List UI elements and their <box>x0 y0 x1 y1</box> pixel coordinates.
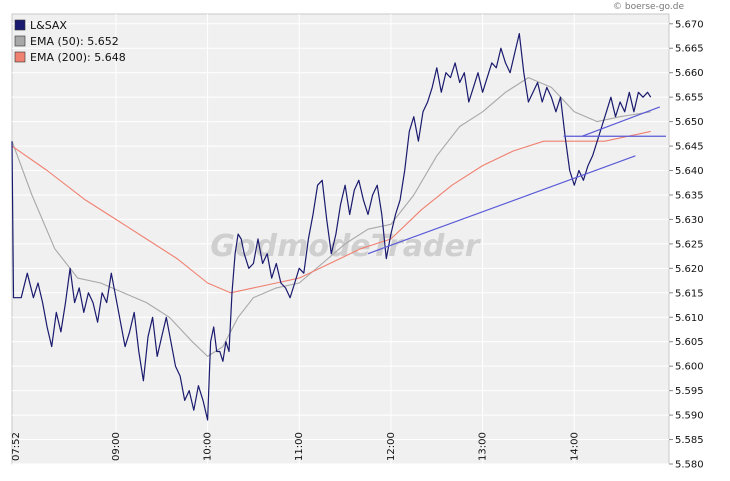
legend-swatch <box>14 19 26 31</box>
x-tick-label: 14:00 <box>569 432 580 461</box>
y-tick-label: 5.590 <box>675 411 704 422</box>
y-tick-label: 5.580 <box>675 460 704 471</box>
x-tick-label: 09:00 <box>111 432 122 461</box>
y-tick-label: 5.650 <box>675 117 704 128</box>
x-tick-label: 13:00 <box>478 432 489 461</box>
x-tick-label: 07:52 <box>11 432 22 461</box>
plot-area <box>11 13 670 465</box>
legend-swatch <box>14 51 26 63</box>
y-tick-label: 5.630 <box>675 215 704 226</box>
annotation-layer <box>367 106 666 255</box>
x-tick-label: 12:00 <box>386 432 397 461</box>
x-tick-label: 11:00 <box>294 432 305 461</box>
y-tick-label: 5.645 <box>675 142 704 153</box>
y-tick-label: 5.635 <box>675 190 704 201</box>
y-axis: 5.670 5.665 5.660 5.655 5.650 5.645 5.640 5.635… <box>669 19 704 471</box>
y-tick-label: 5.585 <box>675 435 704 446</box>
x-tick-label: 10:00 <box>203 432 214 461</box>
y-tick-label: 5.615 <box>675 288 704 299</box>
legend-label: EMA (200): 5.648 <box>30 51 126 64</box>
series-line-ema-50- <box>11 77 651 357</box>
y-tick-label: 5.595 <box>675 386 704 397</box>
gridlines <box>12 14 669 465</box>
y-tick-label: 5.605 <box>675 337 704 348</box>
series-line-l-sax <box>11 33 652 421</box>
y-tick-label: 5.670 <box>675 19 704 30</box>
y-tick-label: 5.600 <box>675 362 704 373</box>
series-layer <box>11 33 652 421</box>
legend-label: L&SAX <box>30 19 67 32</box>
trend-line <box>367 155 636 255</box>
y-tick-label: 5.640 <box>675 166 704 177</box>
trend-line <box>581 106 661 137</box>
y-tick-label: 5.655 <box>675 93 704 104</box>
legend-label: EMA (50): 5.652 <box>30 35 119 48</box>
y-tick-label: 5.610 <box>675 313 704 324</box>
watermark-text: GodmodeTrader <box>210 229 481 264</box>
y-tick-label: 5.660 <box>675 68 704 79</box>
y-tick-label: 5.620 <box>675 264 704 275</box>
y-tick-label: 5.625 <box>675 239 704 250</box>
series-line-ema-200- <box>11 130 651 294</box>
y-tick-label: 5.665 <box>675 44 704 55</box>
credit-text: © boerse-go.de <box>613 2 684 12</box>
x-axis: 07:52 09:00 10:00 11:00 12:00 13:00 14:00 <box>11 432 580 461</box>
legend-swatch <box>14 35 26 47</box>
legend: L&SAX EMA (50): 5.652 EMA (200): 5.648 <box>14 19 126 64</box>
